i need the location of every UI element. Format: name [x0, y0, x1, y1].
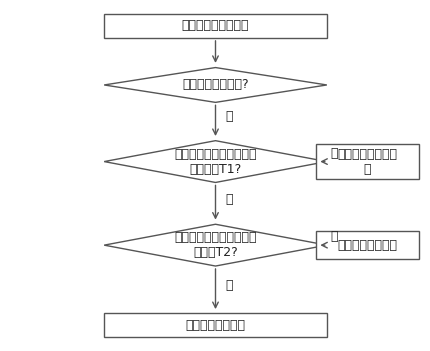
- Polygon shape: [104, 67, 326, 102]
- Text: 选择氟泵运行模式: 选择氟泵运行模式: [337, 239, 396, 252]
- Text: 获取系统的负落差值: 获取系统的负落差值: [181, 19, 249, 32]
- FancyBboxPatch shape: [104, 313, 326, 337]
- Text: 否: 否: [225, 279, 233, 292]
- Text: 室外环境温度大于压缩机
切换温度T1?: 室外环境温度大于压缩机 切换温度T1?: [174, 147, 256, 176]
- Text: 室外环境温度小于氟泵切
换温度T2?: 室外环境温度小于氟泵切 换温度T2?: [174, 231, 256, 259]
- FancyBboxPatch shape: [104, 14, 326, 38]
- FancyBboxPatch shape: [315, 144, 418, 179]
- Polygon shape: [104, 141, 326, 183]
- Text: 选择压泵运行模式: 选择压泵运行模式: [185, 319, 245, 332]
- Text: 是: 是: [225, 110, 233, 123]
- Text: 负落差未超出限值?: 负落差未超出限值?: [182, 79, 248, 92]
- Text: 是: 是: [329, 147, 337, 160]
- Polygon shape: [104, 224, 326, 266]
- FancyBboxPatch shape: [315, 231, 418, 259]
- Text: 否: 否: [225, 193, 233, 206]
- Text: 选择压缩机运行模
式: 选择压缩机运行模 式: [337, 147, 396, 176]
- Text: 是: 是: [329, 230, 337, 243]
